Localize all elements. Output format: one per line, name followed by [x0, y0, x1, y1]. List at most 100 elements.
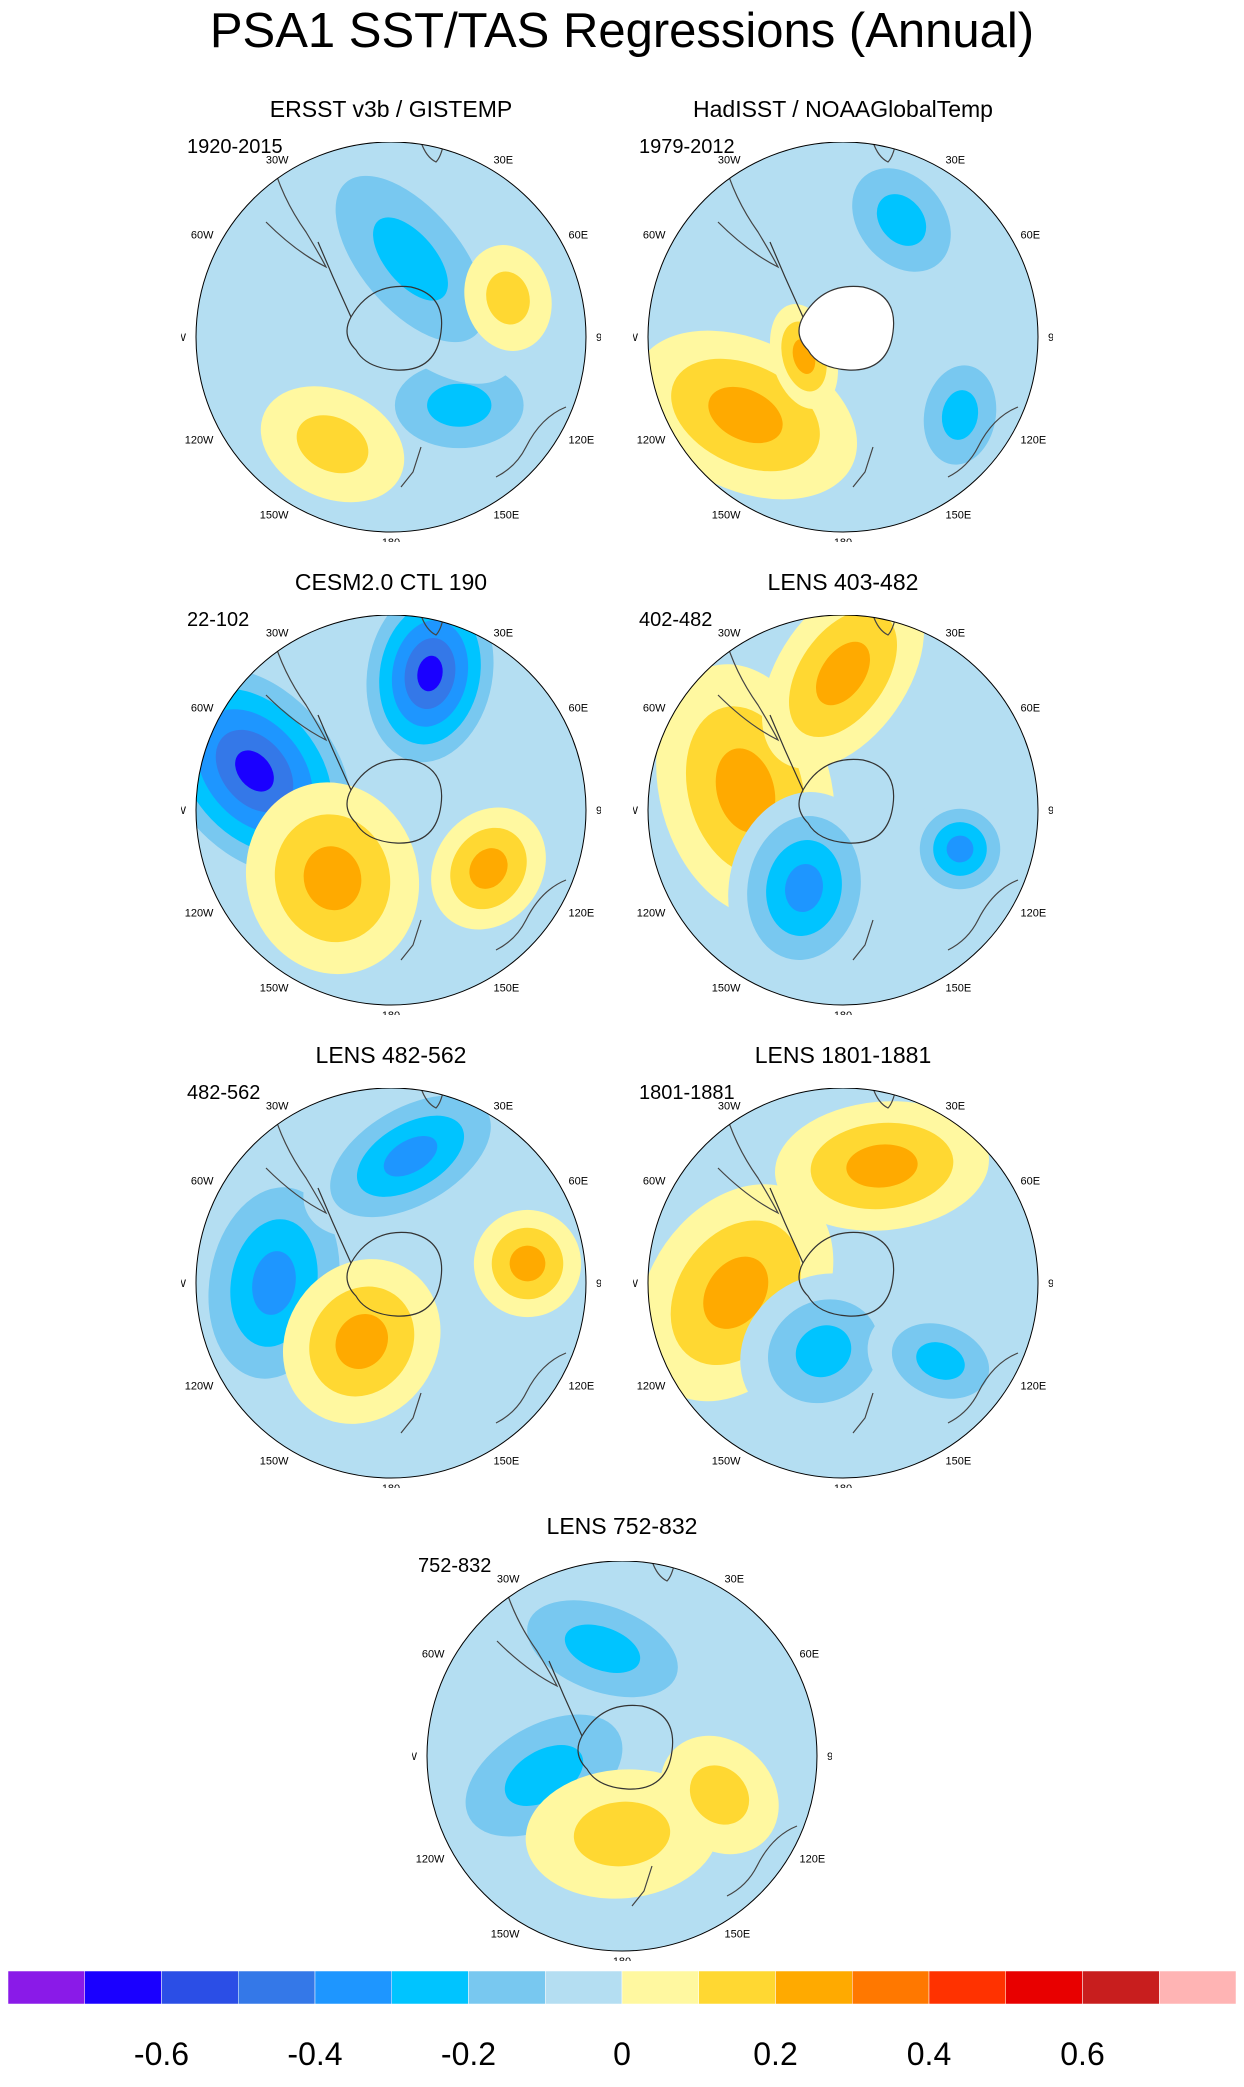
colorbar-tick-label: 0	[613, 2036, 631, 2072]
longitude-label: 60W	[191, 230, 214, 242]
colorbar: -0.6 -0.4 -0.2 0 0.2 0.4 0.6	[8, 1971, 1236, 2072]
south-america-coastline	[496, 1575, 559, 1688]
longitude-label: 60W	[643, 703, 666, 715]
antarctica-coastline	[346, 758, 443, 844]
positive-anomaly-contour	[846, 1144, 918, 1188]
longitude-label: 90W	[181, 1278, 187, 1290]
longitude-label: 30W	[718, 1100, 741, 1112]
antarctic-peninsula-coastline	[548, 1660, 583, 1737]
longitude-label: 60W	[191, 1176, 214, 1188]
new-zealand-coastline	[400, 446, 422, 488]
antarctic-peninsula-coastline	[769, 1187, 804, 1264]
positive-anomaly-contour	[715, 748, 776, 833]
south-america-coastline	[717, 156, 780, 269]
colorbar-tick-label: 0.6	[1060, 2036, 1104, 2072]
longitude-label: 90W	[633, 332, 639, 344]
longitude-label: 120E	[569, 1381, 595, 1393]
longitude-label: 30W	[266, 627, 289, 639]
longitude-label: 90E	[596, 1278, 601, 1290]
polar-map: 030E60E90E120E150E180150W120W90W60W30W	[412, 1561, 832, 1961]
longitude-label: 30E	[494, 1100, 514, 1112]
longitude-label: 90W	[181, 805, 187, 817]
longitude-label: 60W	[422, 1649, 445, 1661]
colorbar-swatch	[391, 1971, 469, 2005]
longitude-label: 180	[834, 1483, 852, 1488]
australia-coastline	[726, 1825, 798, 1897]
panel-period: 22-102	[187, 609, 250, 631]
panel-title: ERSST v3b / GISTEMP	[269, 96, 513, 122]
australia-coastline	[495, 406, 567, 478]
positive-anomaly-contour	[815, 641, 871, 706]
longitude-label: 90W	[633, 805, 639, 817]
new-zealand-coastline	[852, 1392, 874, 1434]
longitude-label: 90E	[1048, 805, 1053, 817]
map-boundary	[195, 615, 587, 1006]
negative-anomaly-contour	[916, 1342, 965, 1380]
longitude-label: 90W	[412, 1751, 418, 1763]
longitude-label: 150E	[494, 1456, 520, 1468]
map-boundary	[195, 142, 587, 533]
longitude-label: 90E	[596, 805, 601, 817]
longitude-label: 60W	[643, 230, 666, 242]
colorbar-swatch	[468, 1971, 546, 2005]
longitude-label: 30E	[946, 1100, 966, 1112]
antarctica-coastline	[798, 285, 895, 371]
new-zealand-coastline	[400, 1392, 422, 1434]
polar-map: 030E60E90E120E150E180150W120W90W60W30W	[181, 615, 601, 1015]
colorbar-swatch	[8, 1971, 85, 2005]
panel-title: LENS 1801-1881	[754, 1042, 932, 1068]
figure-title: PSA1 SST/TAS Regressions (Annual)	[209, 4, 1035, 58]
longitude-label: 90W	[633, 1278, 639, 1290]
colorbar-tick-label: -0.4	[287, 2036, 342, 2072]
africa-coastline	[872, 615, 897, 636]
positive-anomaly-contour	[335, 1314, 389, 1369]
antarctic-peninsula-coastline	[317, 1187, 352, 1264]
panel-period: 752-832	[418, 1555, 492, 1577]
map-panel: LENS 403-482402-482030E60E90E120E150E180…	[633, 569, 1053, 1015]
south-america-coastline	[717, 1102, 780, 1215]
longitude-label: 120E	[1021, 435, 1047, 447]
longitude-label: 150E	[946, 983, 972, 995]
panel-title: LENS 403-482	[767, 569, 919, 595]
australia-coastline	[495, 1352, 567, 1424]
africa-coastline	[872, 142, 897, 163]
colorbar-swatch	[545, 1971, 623, 2005]
map-panel: LENS 482-562482-562030E60E90E120E150E180…	[181, 1042, 601, 1488]
longitude-label: 30W	[266, 154, 289, 166]
new-zealand-coastline	[631, 1865, 653, 1907]
antarctic-peninsula-coastline	[769, 241, 804, 318]
longitude-label: 180	[613, 1956, 631, 1961]
longitude-label: 180	[834, 537, 852, 542]
polar-map: 030E60E90E120E150E180150W120W90W60W30W	[181, 142, 601, 542]
negative-anomaly-contour	[564, 1624, 641, 1673]
polar-map: 030E60E90E120E150E180150W120W90W60W30W	[633, 1088, 1053, 1488]
negative-anomaly-contour	[946, 835, 974, 863]
australia-coastline	[947, 1352, 1019, 1424]
new-zealand-coastline	[852, 446, 874, 488]
polar-map: 030E60E90E120E150E180150W120W90W60W30W	[633, 142, 1053, 542]
panel-period: 1920-2015	[187, 136, 283, 158]
longitude-label: 90W	[181, 332, 187, 344]
longitude-label: 120E	[1021, 908, 1047, 920]
antarctica-coastline	[346, 285, 443, 371]
positive-anomaly-contour	[573, 1801, 671, 1867]
longitude-label: 150E	[494, 983, 520, 995]
positive-anomaly-contour	[509, 1245, 546, 1282]
negative-anomaly-contour	[427, 383, 492, 427]
colorbar-swatch	[161, 1971, 239, 2005]
longitude-label: 30E	[725, 1573, 745, 1585]
longitude-label: 120W	[637, 435, 666, 447]
map-boundary	[647, 142, 1039, 533]
colorbar-swatch	[314, 1971, 392, 2005]
longitude-label: 60E	[569, 1176, 589, 1188]
positive-anomaly-contour	[486, 271, 530, 325]
longitude-label: 120E	[1021, 1381, 1047, 1393]
south-america-coastline	[265, 629, 328, 742]
longitude-label: 150W	[491, 1929, 520, 1941]
positive-anomaly-contour	[296, 415, 369, 474]
longitude-label: 120E	[569, 908, 595, 920]
positive-anomaly-contour	[708, 386, 783, 444]
panel-period: 482-562	[187, 1082, 261, 1104]
colorbar-swatch	[621, 1971, 699, 2005]
longitude-label: 30W	[718, 627, 741, 639]
